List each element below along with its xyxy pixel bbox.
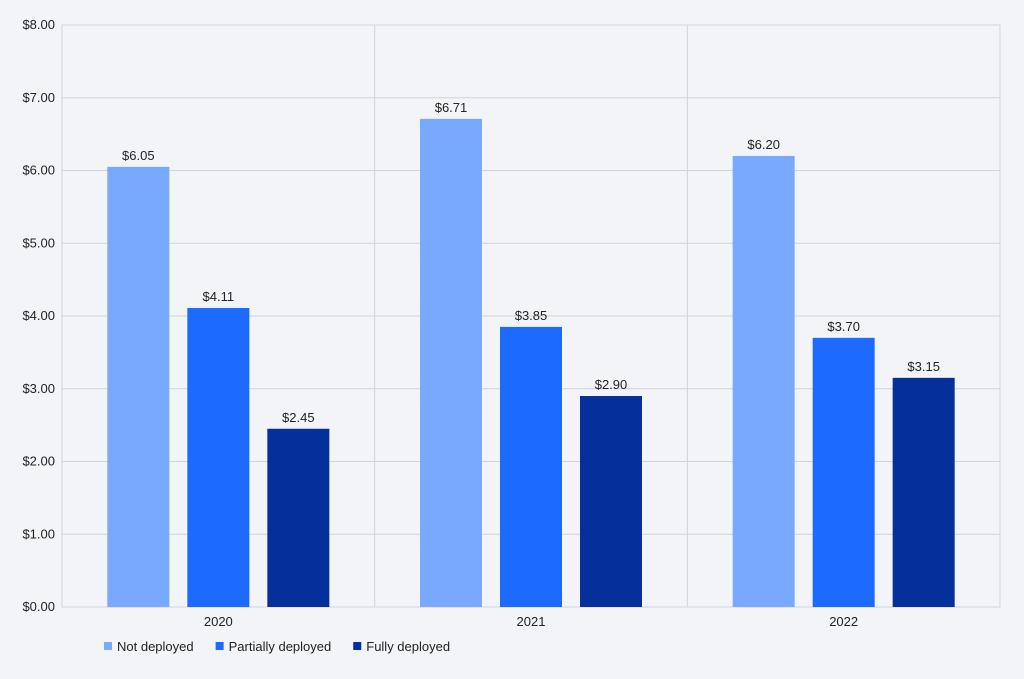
- y-tick-label: $6.00: [22, 163, 55, 178]
- legend-label: Fully deployed: [366, 639, 450, 654]
- bar-value-label: $3.15: [907, 359, 940, 374]
- data-labels: $6.05 $4.11 $2.45 $6.71 $3.85 $2.90 $6.20 $3.70…: [122, 100, 940, 425]
- bar: [267, 428, 330, 607]
- bar-value-label: $6.05: [122, 148, 155, 163]
- legend: Not deployed Partially deployed Fully depl…: [104, 639, 450, 654]
- bar-value-label: $2.45: [282, 410, 315, 425]
- y-tick-label: $7.00: [22, 90, 55, 105]
- y-tick-label: $0.00: [22, 599, 55, 614]
- x-axis-tick-labels: 2020 2021 2022: [204, 614, 858, 629]
- legend-swatch: [104, 642, 112, 650]
- x-tick-label: 2022: [829, 614, 858, 629]
- y-tick-label: $2.00: [22, 454, 55, 469]
- bar: [187, 307, 250, 607]
- x-tick-label: 2020: [204, 614, 233, 629]
- y-axis-tick-labels: $0.00 $1.00 $2.00 $3.00 $4.00 $5.00 $6.00 $7.00…: [22, 17, 55, 614]
- bars: [107, 118, 955, 608]
- bar: [812, 337, 875, 607]
- y-tick-label: $3.00: [22, 381, 55, 396]
- y-tick-label: $8.00: [22, 17, 55, 32]
- bar: [420, 118, 482, 607]
- legend-swatch: [215, 642, 224, 650]
- bar-value-label: $6.20: [747, 137, 780, 152]
- bar: [107, 166, 170, 608]
- bar-value-label: $2.90: [595, 377, 628, 392]
- y-tick-label: $4.00: [22, 308, 55, 323]
- bar-value-label: $3.70: [827, 319, 860, 334]
- y-tick-label: $1.00: [22, 526, 55, 541]
- y-tick-label: $5.00: [22, 235, 55, 250]
- bar: [732, 155, 795, 607]
- bar-value-label: $3.85: [515, 308, 548, 323]
- bar: [500, 326, 562, 607]
- legend-label: Not deployed: [117, 639, 194, 654]
- bar-value-label: $4.11: [203, 289, 235, 304]
- x-tick-label: 2021: [517, 614, 546, 629]
- bar-value-label: $6.71: [435, 100, 468, 115]
- legend-swatch: [353, 642, 362, 650]
- legend-label: Partially deployed: [229, 639, 332, 654]
- bar: [580, 396, 642, 607]
- bar: [892, 377, 955, 607]
